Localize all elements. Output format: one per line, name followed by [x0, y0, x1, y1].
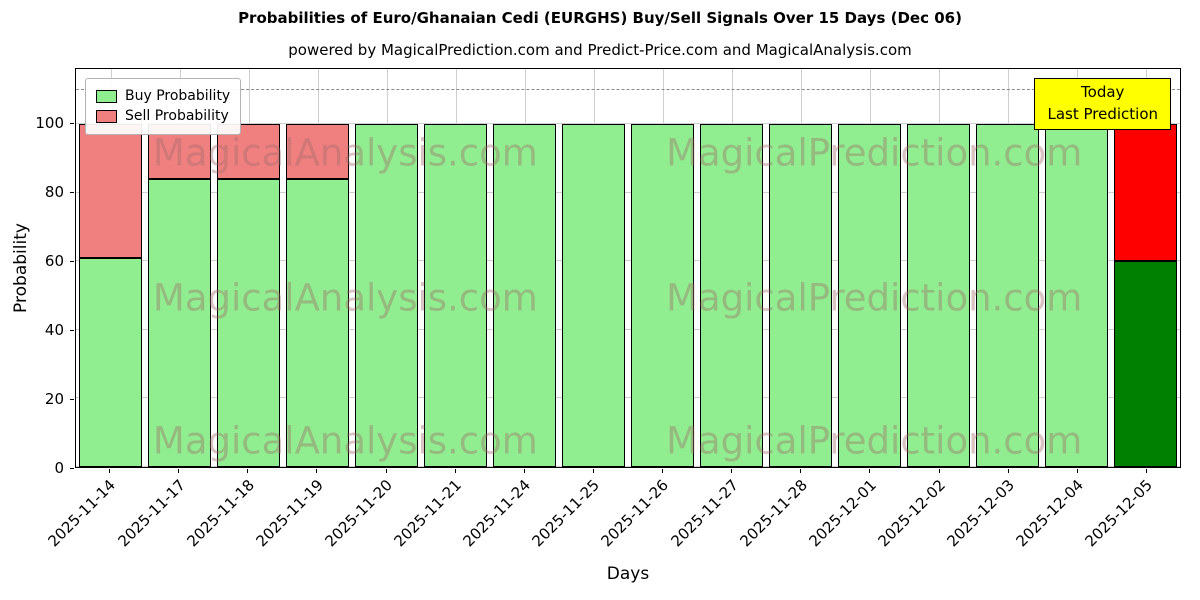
x-tick-mark — [662, 469, 664, 473]
y-axis-tick-labels: 0 20 40 60 80 100 — [0, 68, 64, 476]
x-tick-mark — [1145, 469, 1147, 473]
plot-area: MagicalAnalysis.com MagicalPrediction.com… — [75, 68, 1181, 468]
y-tick-label: 20 — [44, 390, 64, 409]
bar-buy-2025-12-02 — [907, 123, 970, 467]
bar-buy-2025-12-04 — [1045, 123, 1108, 467]
x-tick-label-text: 2025-12-01 — [805, 476, 880, 551]
y-tick-label: 0 — [54, 459, 64, 477]
bar-sell-2025-12-05 — [1114, 123, 1177, 262]
bar-buy-2025-11-28 — [769, 123, 832, 467]
y-tick-label: 80 — [44, 183, 64, 202]
h-gridline — [76, 122, 1180, 124]
h-gridline — [76, 191, 1180, 193]
x-tick-label-text: 2025-11-27 — [667, 476, 742, 551]
legend-item-sell: Sell Probability — [96, 108, 230, 125]
x-tick-mark — [1076, 469, 1078, 473]
x-tick-label-text: 2025-11-14 — [44, 476, 120, 551]
x-tick-label-text: 2025-11-20 — [321, 476, 396, 551]
legend: Buy Probability Sell Probability — [85, 78, 242, 135]
y-tick-label: 100 — [35, 114, 64, 133]
x-tick-label-text: 2025-12-04 — [1012, 476, 1088, 551]
watermark-text: MagicalPrediction.com — [666, 131, 1083, 175]
x-tick-label-text: 2025-12-02 — [874, 476, 949, 551]
x-tick-mark — [454, 469, 456, 473]
sell-probability-swatch — [96, 109, 117, 123]
buy-probability-swatch — [96, 89, 117, 103]
bar-buy-2025-11-25 — [562, 123, 625, 467]
bar-buy-2025-12-01 — [838, 123, 901, 467]
bar-buy-2025-11-21 — [424, 123, 487, 467]
watermark-text: MagicalAnalysis.com — [152, 419, 538, 463]
x-tick-mark — [731, 469, 733, 473]
y-axis-label: Probability — [11, 223, 31, 313]
h-gridline — [76, 260, 1180, 262]
watermark-layer: MagicalAnalysis.com MagicalPrediction.com… — [76, 69, 1180, 467]
watermark-text: MagicalAnalysis.com — [152, 131, 538, 175]
x-tick-mark — [247, 469, 249, 473]
bar-buy-2025-11-14 — [79, 257, 142, 467]
h-gridline — [76, 328, 1180, 330]
x-tick-label-text: 2025-11-24 — [459, 476, 535, 551]
x-tick-label-text: 2025-11-18 — [183, 476, 258, 551]
y-tick-label: 60 — [44, 252, 64, 271]
legend-label-sell: Sell Probability — [125, 107, 229, 124]
h-gridline — [76, 466, 1180, 467]
today-annotation-line1: Today — [1081, 83, 1125, 101]
bar-sell-2025-11-14 — [79, 123, 142, 258]
y-tick-label: 40 — [44, 321, 64, 340]
x-tick-mark — [178, 469, 180, 473]
h-gridline — [76, 397, 1180, 399]
watermark-text: MagicalAnalysis.com — [152, 276, 538, 320]
x-tick-mark — [385, 469, 387, 473]
today-annotation-line2: Last Prediction — [1047, 104, 1158, 123]
bar-sell-2025-11-19 — [286, 123, 349, 179]
watermark-text: MagicalPrediction.com — [666, 276, 1083, 320]
x-tick-label-text: 2025-11-28 — [736, 476, 811, 551]
y-tick-mark — [70, 398, 74, 400]
x-tick-label-text: 2025-12-05 — [1081, 476, 1157, 551]
x-axis-label: Days — [606, 564, 650, 584]
bar-buy-2025-12-03 — [976, 123, 1039, 467]
bar-buy-2025-11-27 — [700, 123, 763, 467]
x-tick-label-text: 2025-11-25 — [528, 476, 604, 551]
x-tick-label-text: 2025-11-17 — [114, 476, 189, 551]
x-tick-label-text: 2025-11-19 — [252, 476, 327, 551]
y-tick-mark — [70, 260, 74, 262]
chart-subtitle: powered by MagicalPrediction.com and Pre… — [288, 41, 912, 59]
x-tick-mark — [800, 469, 802, 473]
bar-buy-2025-11-17 — [148, 178, 211, 467]
legend-label-buy: Buy Probability — [125, 88, 231, 104]
x-tick-label-text: 2025-12-03 — [943, 476, 1018, 551]
watermark-text: MagicalPrediction.com — [666, 419, 1083, 463]
x-tick-label-text: 2025-11-21 — [390, 476, 465, 551]
x-tick-mark — [1007, 469, 1009, 473]
x-tick-mark — [869, 469, 871, 473]
y-tick-mark — [70, 467, 74, 469]
bar-buy-2025-11-19 — [286, 178, 349, 467]
bar-buy-2025-11-26 — [631, 123, 694, 467]
y-tick-mark — [70, 122, 74, 124]
bar-buy-2025-11-18 — [217, 178, 280, 467]
x-tick-mark — [523, 469, 525, 473]
x-axis-tick-marks — [75, 468, 1181, 473]
upper-dashed-line — [76, 88, 1180, 90]
y-tick-mark — [70, 329, 74, 331]
x-tick-mark — [938, 469, 940, 473]
x-tick-label-text: 2025-11-26 — [597, 476, 673, 551]
today-annotation: Today Last Prediction — [1034, 78, 1171, 130]
y-tick-mark — [70, 191, 74, 193]
x-tick-mark — [592, 469, 594, 473]
chart-title: Probabilities of Euro/Ghanaian Cedi (EUR… — [238, 9, 962, 27]
bars-layer — [76, 69, 1180, 467]
y-axis-tick-marks — [70, 68, 74, 469]
x-tick-mark — [316, 469, 318, 473]
bar-buy-2025-12-05 — [1114, 261, 1177, 467]
x-tick-mark — [109, 469, 111, 473]
legend-item-buy: Buy Probability — [96, 88, 230, 105]
bar-buy-2025-11-20 — [355, 123, 418, 467]
bar-buy-2025-11-24 — [493, 123, 556, 467]
